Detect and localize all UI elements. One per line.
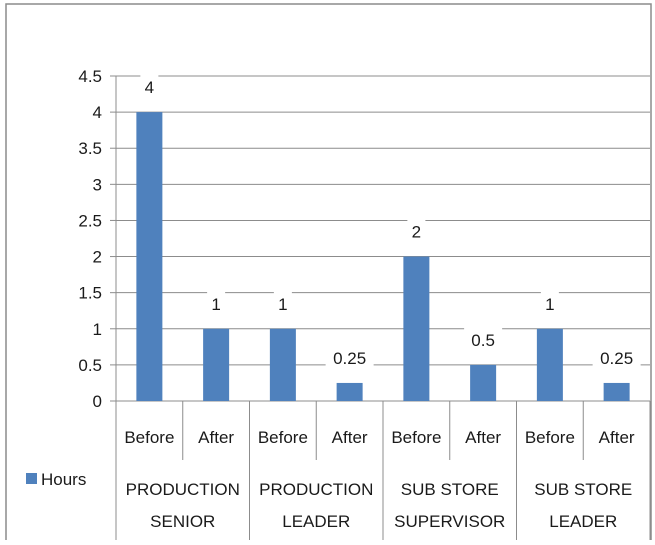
data-label-bg xyxy=(540,290,559,315)
bar-6 xyxy=(470,364,497,401)
y-tick-label: 0.5 xyxy=(78,356,102,375)
category-label: After xyxy=(198,428,234,447)
data-label-bg xyxy=(207,290,226,315)
bar-4 xyxy=(336,382,363,401)
data-label-bg xyxy=(325,344,374,369)
data-label-bg xyxy=(592,344,641,369)
group-label: SUB STORE xyxy=(534,480,632,499)
data-label: 0.5 xyxy=(471,331,495,350)
category-label: Before xyxy=(258,428,308,447)
chart-frame xyxy=(5,3,652,545)
bar-7 xyxy=(536,328,563,401)
data-label-bg xyxy=(464,326,503,351)
group-label: PRODUCTION xyxy=(259,480,373,499)
y-tick-label: 4.5 xyxy=(78,67,102,86)
category-label: Before xyxy=(525,428,575,447)
y-tick-label: 2 xyxy=(93,248,102,267)
data-label: 1 xyxy=(278,295,287,314)
group-label: LEADER xyxy=(282,512,350,531)
bar-5 xyxy=(403,256,430,401)
bar-3 xyxy=(269,328,296,401)
group-label: LEADER xyxy=(549,512,617,531)
category-label: After xyxy=(599,428,635,447)
bar-1 xyxy=(136,112,163,401)
group-label: PRODUCTION xyxy=(126,480,240,499)
data-label: 0.25 xyxy=(600,349,633,368)
y-tick-label: 4 xyxy=(93,103,102,122)
category-label: Before xyxy=(124,428,174,447)
data-label-bg xyxy=(273,290,292,315)
data-label: 2 xyxy=(412,223,421,242)
category-label: After xyxy=(332,428,368,447)
data-label: 0.25 xyxy=(333,349,366,368)
y-tick-label: 2.5 xyxy=(78,211,102,230)
legend-swatch-hours xyxy=(26,473,37,484)
group-label: SUPERVISOR xyxy=(394,512,505,531)
bar-8 xyxy=(603,382,630,401)
data-labels: 4 1 1 0.25 2 0.5 1 0.25 xyxy=(140,74,641,369)
group-label: SENIOR xyxy=(150,512,215,531)
y-tick-label: 1.5 xyxy=(78,284,102,303)
y-tick-label: 0 xyxy=(93,392,102,411)
group-label: SUB STORE xyxy=(401,480,499,499)
data-label: 1 xyxy=(211,295,220,314)
legend: Hours xyxy=(26,470,86,489)
y-tick-label: 3.5 xyxy=(78,139,102,158)
category-label: Before xyxy=(391,428,441,447)
bar-2 xyxy=(203,328,230,401)
x-axis-labels: Before After Before After Before After Before A… xyxy=(115,401,651,540)
category-label: After xyxy=(465,428,501,447)
data-label: 1 xyxy=(545,295,554,314)
data-label: 4 xyxy=(145,78,154,97)
data-label-bg xyxy=(407,218,426,243)
data-label-bg xyxy=(140,74,159,99)
y-tick-label: 3 xyxy=(93,175,102,194)
legend-label-hours: Hours xyxy=(41,470,86,489)
y-tick-label: 1 xyxy=(93,320,102,339)
bars xyxy=(136,112,630,401)
